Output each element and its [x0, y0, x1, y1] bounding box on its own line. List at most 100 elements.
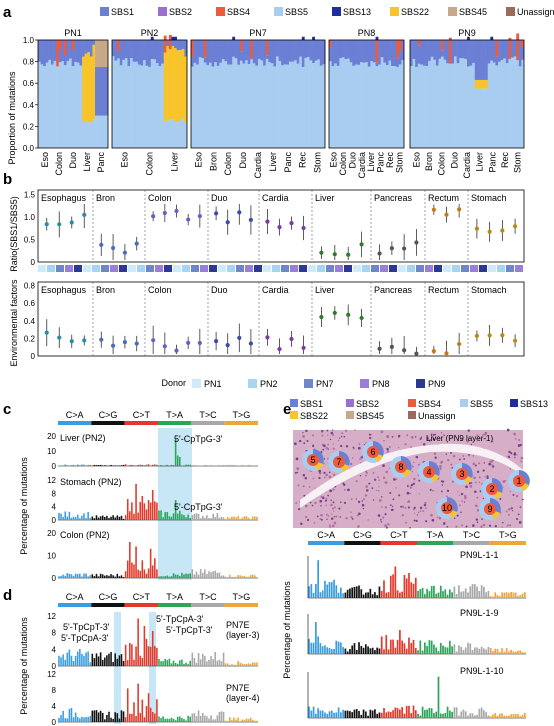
spectrum-bar: [229, 664, 231, 666]
spectrum-bar: [523, 592, 526, 598]
spectrum-bar: [189, 517, 192, 520]
stacked-bar-segment: [211, 66, 215, 148]
spectrum-bar: [68, 708, 71, 722]
stacked-bar-segment: [114, 60, 118, 149]
legend-label-sbs13: SBS13: [520, 399, 548, 409]
spectrum-bar: [104, 719, 106, 722]
stacked-bar-segment: [385, 40, 389, 66]
spectrum-bar: [326, 647, 329, 654]
spectrum-bar: [66, 652, 69, 666]
spectrum-bar: [91, 516, 94, 520]
cell-nucleus: [418, 493, 421, 495]
stacked-bar-segment: [485, 88, 489, 148]
spectrum-bar: [149, 646, 152, 666]
cell-nucleus: [458, 458, 461, 461]
point-estimate: [457, 207, 462, 212]
spectrum-bar: [471, 713, 474, 718]
cell-nucleus: [312, 445, 314, 448]
spectrum-bar: [216, 660, 219, 666]
spectrum-bar: [195, 716, 198, 722]
spectrum-bar: [118, 465, 121, 466]
cell-nucleus: [372, 472, 375, 474]
stacked-bar-segment: [45, 40, 49, 63]
cell-nucleus: [400, 505, 402, 508]
spectrum-bar: [467, 715, 469, 718]
stacked-bar-segment: [383, 62, 387, 148]
stacked-bar-segment: [179, 119, 183, 148]
cell-nucleus: [297, 484, 300, 487]
panel-d-highlight-2: [149, 612, 156, 724]
stacked-bar-segment: [260, 40, 264, 61]
panel-e-label: e: [283, 401, 291, 418]
cell-nucleus: [440, 462, 443, 465]
spectrum-bar: [156, 647, 158, 666]
spectrum-bar: [218, 517, 221, 520]
spectrum-bar: [222, 575, 225, 578]
legend-label-sbs45: SBS45: [356, 411, 384, 421]
stacked-bar-segment: [278, 40, 282, 62]
stacked-bar-segment: [79, 65, 83, 148]
spectrum-bar: [193, 657, 196, 666]
spectrum-bar: [104, 575, 106, 578]
mutation-class-bar: [58, 603, 92, 607]
stacked-bar-segment: [92, 44, 96, 120]
point-estimate: [82, 338, 87, 343]
cell-nucleus: [502, 480, 506, 484]
stacked-bar-segment: [203, 62, 207, 149]
stacked-bar-segment: [76, 40, 80, 63]
cell-nucleus: [321, 429, 324, 433]
spectrum-bar: [519, 650, 522, 654]
stacked-bar-segment: [360, 62, 363, 148]
donor-strip-cell: [299, 265, 307, 272]
cell-nucleus: [450, 463, 453, 466]
spectrum-bar: [76, 514, 79, 520]
spectrum-bar: [187, 514, 189, 520]
stacked-bar-segment: [492, 40, 496, 63]
spectrum-bar: [351, 712, 354, 718]
spectrum-bar: [355, 709, 358, 718]
spectrum-bar: [498, 596, 501, 598]
spectrum-bar: [249, 663, 252, 666]
donor-strip-cell: [200, 265, 208, 272]
donor-frame: [190, 39, 326, 149]
donor-frame: [111, 39, 188, 149]
cell-nucleus: [491, 461, 493, 463]
cell-nucleus: [482, 469, 485, 472]
spectrum-bar: [247, 517, 250, 520]
stacked-bar-segment: [521, 59, 525, 149]
spectrum-ytick: 8: [52, 686, 57, 695]
mutation-class-label: C>G: [99, 592, 118, 602]
stacked-bar-segment: [309, 60, 313, 148]
spectrum-bar: [226, 577, 229, 578]
spectrum-bar: [243, 719, 246, 722]
spot-7: 7: [328, 451, 350, 473]
stacked-bar-segment: [513, 40, 517, 57]
spectrum-bar: [339, 712, 342, 718]
stacked-bar-segment: [370, 61, 374, 149]
ratio-ytick: 1.0: [24, 213, 36, 222]
stacked-bar-segment: [239, 60, 243, 148]
spectrum-bar: [179, 716, 181, 722]
cell-nucleus: [377, 489, 380, 492]
spectrum-bar: [185, 517, 187, 520]
spectrum-bar: [321, 590, 324, 598]
cell-nucleus: [397, 447, 400, 449]
spectrum-bar: [328, 711, 331, 718]
cell-nucleus: [329, 525, 332, 528]
cell-nucleus: [509, 507, 512, 510]
spectrum-bar: [362, 594, 365, 598]
stacked-bar-segment: [391, 66, 394, 148]
donor-strip-cell: [434, 265, 442, 272]
cell-nucleus: [509, 468, 512, 470]
cell-nucleus: [440, 460, 444, 464]
donor-legend-label-pn8: PN8: [372, 379, 390, 389]
spectrum-bar: [394, 707, 397, 718]
stacked-bar-segment: [97, 67, 101, 116]
cell-nucleus: [440, 490, 443, 493]
spectrum-bar: [143, 465, 146, 466]
mutation-class-label: C>G: [99, 410, 118, 420]
spectrum-bar: [72, 717, 75, 722]
tissue-title: Colon: [148, 193, 172, 203]
